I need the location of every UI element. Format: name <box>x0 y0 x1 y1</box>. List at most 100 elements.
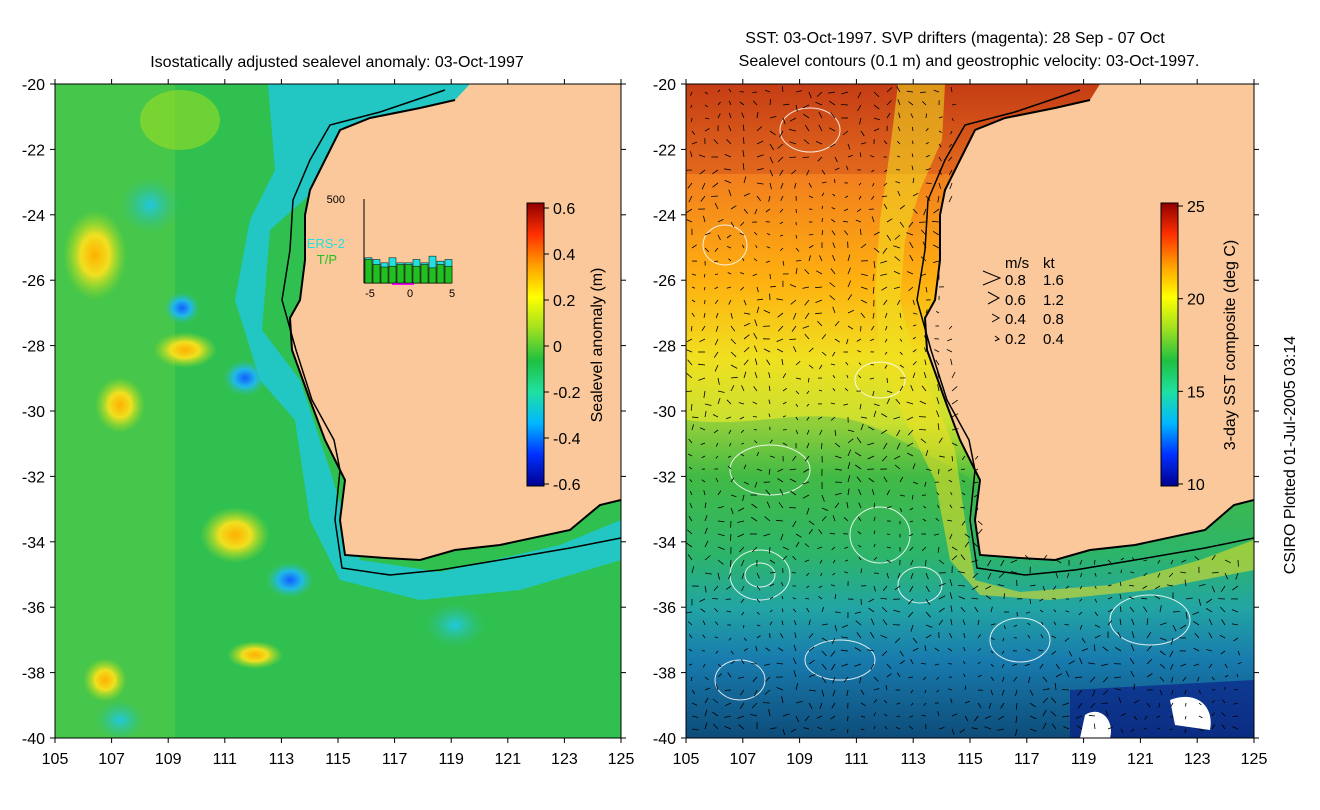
velocity-arrow <box>689 634 693 639</box>
velocity-arrow <box>924 481 927 487</box>
velocity-arrow <box>922 518 927 522</box>
velocity-arrow <box>795 403 799 408</box>
velocity-arrow <box>855 464 862 470</box>
velocity-arrow <box>869 631 875 639</box>
velocity-arrow <box>834 624 838 632</box>
velocity-arrow <box>727 272 732 275</box>
velocity-arrow <box>804 333 810 340</box>
velocity-arrow <box>730 205 737 210</box>
velocity-arrow <box>925 141 930 145</box>
velocity-arrow <box>777 312 784 318</box>
velocity-arrow <box>755 645 758 652</box>
velocity-arrow <box>1015 689 1018 697</box>
velocity-arrow <box>997 584 1005 587</box>
velocity-arrow <box>897 190 901 197</box>
velocity-arrow <box>765 676 771 682</box>
velocity-arrow <box>1055 673 1062 678</box>
velocity-arrow <box>790 728 797 733</box>
velocity-arrow <box>977 520 983 526</box>
velocity-arrow <box>769 169 774 177</box>
velocity-arrow <box>867 455 875 460</box>
velocity-arrow <box>831 702 836 709</box>
velocity-arrow <box>912 208 918 214</box>
velocity-arrow <box>847 475 851 483</box>
velocity-arrow <box>806 585 810 589</box>
velocity-arrow <box>925 286 928 293</box>
velocity-arrow <box>912 637 918 644</box>
velocity-arrow <box>857 516 862 522</box>
velocity-arrow <box>743 322 751 327</box>
velocity-arrow <box>768 413 771 418</box>
velocity-arrow <box>947 648 953 652</box>
velocity-arrow <box>752 273 758 277</box>
velocity-arrow <box>821 689 825 697</box>
velocity-arrow <box>691 715 699 718</box>
velocity-arrow <box>1159 650 1166 656</box>
velocity-arrow <box>753 332 758 340</box>
velocity-arrow <box>691 416 699 419</box>
velocity-arrow <box>925 634 932 639</box>
velocity-arrow <box>764 689 771 695</box>
velocity-arrow <box>1211 724 1216 730</box>
velocity-arrow <box>910 113 914 119</box>
velocity-arrow <box>880 634 888 639</box>
velocity-arrow <box>714 299 719 305</box>
velocity-arrow <box>782 103 790 106</box>
velocity-arrow <box>1156 715 1161 718</box>
velocity-arrow <box>777 468 784 472</box>
velocity-arrow <box>859 403 862 410</box>
velocity-arrow <box>792 608 797 613</box>
velocity-arrow <box>1076 725 1083 730</box>
velocity-arrow <box>818 111 823 119</box>
velocity-arrow <box>886 390 893 394</box>
velocity-arrow <box>856 338 862 342</box>
velocity-arrow <box>922 241 927 249</box>
velocity-arrow <box>949 504 953 509</box>
inset-bar-tp <box>396 264 405 284</box>
velocity-arrow <box>821 606 825 613</box>
velocity-arrow <box>802 494 810 499</box>
velocity-arrow <box>951 428 959 431</box>
velocity-arrow <box>691 244 697 249</box>
velocity-arrow <box>1025 648 1031 652</box>
velocity-arrow <box>756 598 761 603</box>
velocity-arrow <box>816 715 823 719</box>
velocity-arrow <box>715 442 719 447</box>
velocity-arrow <box>808 674 816 678</box>
velocity-arrow <box>756 611 760 615</box>
velocity-arrow <box>899 494 905 497</box>
velocity-arrow <box>960 468 966 470</box>
velocity-arrow <box>912 177 915 184</box>
velocity-arrow <box>703 390 706 398</box>
velocity-arrow <box>830 715 836 720</box>
velocity-arrow <box>1157 559 1161 564</box>
velocity-arrow <box>821 494 825 502</box>
velocity-arrow <box>951 713 958 717</box>
velocity-arrow <box>1000 559 1005 567</box>
velocity-arrow <box>1233 702 1239 705</box>
velocity-arrow <box>802 286 810 289</box>
velocity-arrow <box>844 571 849 574</box>
velocity-arrow <box>1075 715 1083 719</box>
velocity-arrow <box>830 416 836 421</box>
velocity-arrow <box>964 541 970 548</box>
velocity-arrow <box>948 195 953 203</box>
sealevel-contour <box>1109 594 1191 646</box>
shelf-contour <box>916 89 1254 576</box>
latitude-tick-label: -36 <box>22 600 45 617</box>
velocity-arrow <box>884 725 888 730</box>
velocity-arrow <box>756 451 760 457</box>
velocity-arrow <box>911 153 914 158</box>
velocity-arrow <box>937 195 940 203</box>
velocity-arrow <box>776 338 784 342</box>
velocity-arrow <box>726 399 732 405</box>
velocity-arrow <box>1114 688 1122 691</box>
velocity-arrow <box>1089 676 1096 683</box>
velocity-arrow <box>964 533 971 538</box>
velocity-arrow <box>743 624 745 629</box>
coastline <box>288 99 621 562</box>
velocity-arrow <box>921 385 927 392</box>
velocity-arrow <box>815 101 823 106</box>
velocity-arrow <box>1222 699 1226 704</box>
velocity-arrow <box>1182 676 1187 682</box>
